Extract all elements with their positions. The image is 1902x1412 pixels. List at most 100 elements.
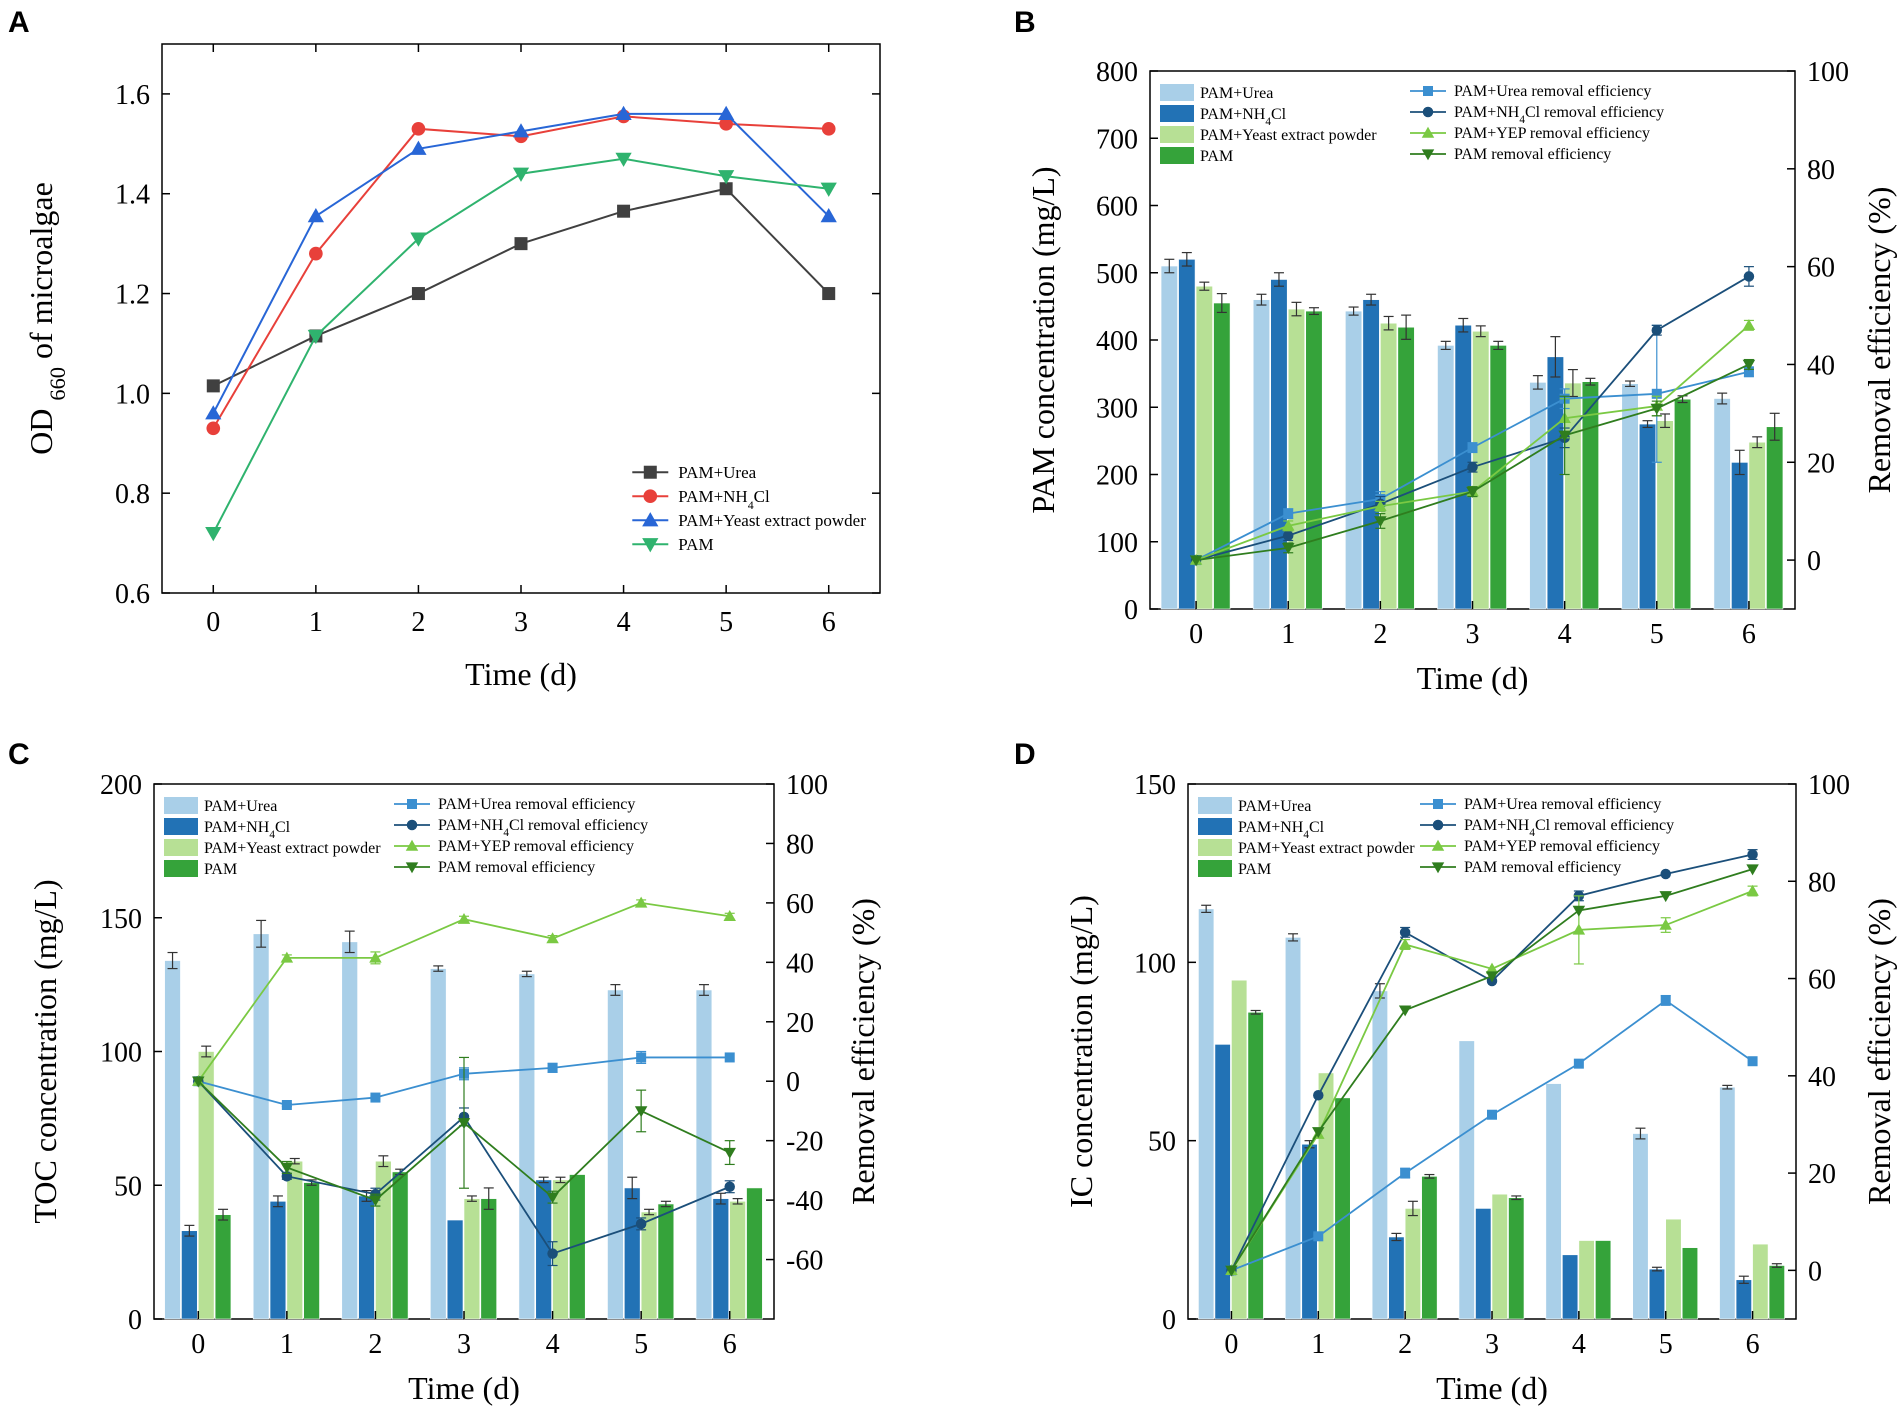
legend-label-part: Cl: [1271, 106, 1287, 123]
legend-label: PAM+Yeast extract powder: [678, 511, 866, 530]
data-point-pam-removal-efficiency: [634, 1106, 648, 1118]
bar-pam-urea: [607, 989, 624, 1320]
legend-label: PAM: [204, 861, 237, 878]
legend-label-part: 4: [1265, 116, 1271, 128]
legend-label-part: PAM: [204, 861, 237, 878]
data-point-pam-urea-removal-efficiency: [281, 1100, 292, 1110]
bar-pam-yeast-extract-powder: [1748, 441, 1766, 610]
legend-marker: [1431, 862, 1445, 874]
data-point-pam-nh4cl-removal-efficiency: [724, 1181, 735, 1192]
bar-pam-urea: [1345, 310, 1363, 610]
data-point-pam-yeast-extract-powder: [205, 405, 222, 420]
legend-label-part: PAM removal efficiency: [438, 859, 595, 876]
legend-marker: [1422, 106, 1434, 118]
legend-label-part: PAM+Yeast extract powder: [678, 511, 866, 530]
x-tick-label: 3: [457, 1329, 471, 1360]
bar-pam-nh4cl: [1362, 299, 1380, 610]
legend-label-part: PAM+NH: [1454, 104, 1520, 121]
y2-axis-label: Removal efficiency (%): [1861, 187, 1897, 494]
bar-pam-yeast-extract-powder: [1231, 979, 1248, 1320]
data-point-pam-removal-efficiency: [1746, 864, 1759, 876]
data-point-pam-urea-removal-efficiency: [1651, 388, 1662, 399]
y2-tick-label: 100: [1807, 57, 1849, 88]
bar-pam-nh4cl: [181, 1230, 198, 1320]
legend-marker: [643, 465, 657, 479]
legend-label-part: 4: [269, 829, 275, 841]
y-tick-label: 150: [100, 904, 142, 935]
legend-marker: [1423, 86, 1433, 96]
legend-label-part: PAM+NH: [678, 487, 747, 506]
legend-label: PAM+Yeast extract powder: [1238, 840, 1415, 857]
bar-pam-yeast-extract-powder: [729, 1201, 746, 1320]
x-tick-label: 5: [634, 1329, 648, 1360]
data-point-pam-urea: [206, 379, 220, 393]
series-pam-nh4cl: [206, 109, 836, 436]
legend-label-part: PAM+NH: [438, 817, 504, 834]
bar-series-pam-nh4cl: [181, 1176, 730, 1320]
bar-pam: [214, 1214, 232, 1320]
bar-series-pam-nh4cl: [1214, 1044, 1752, 1320]
bar-pam-yeast-extract-powder: [1404, 1208, 1421, 1320]
y-tick-label: 600: [1096, 192, 1138, 223]
panel-letter: B: [1014, 6, 1036, 39]
data-point-pam-urea-removal-efficiency: [1660, 995, 1671, 1006]
x-tick-label: 6: [1746, 1329, 1760, 1360]
legend-label-part: PAM+NH: [1464, 817, 1530, 834]
bar-pam-urea: [1371, 990, 1388, 1320]
legend-label-part: Cl: [275, 819, 291, 836]
data-point-pam-yep-removal-efficiency: [457, 912, 471, 924]
legend-label-part: PAM+Yeast extract powder: [1200, 127, 1377, 144]
bar-pam-nh4cl: [1735, 1279, 1752, 1320]
legend-label-part: 4: [1519, 114, 1525, 126]
legend-label-part: PAM+Urea removal efficiency: [1454, 83, 1651, 100]
panel-a: A 0.6 0.8 1.0 1.2 1.4 1.6 0 1 2 3 4 5 6 Time (d) OD 660…: [8, 6, 881, 692]
panel-d: D 0 50 100 150 0 20 40 60 80 100 0 1 2 3 4 5 6 Time (d) IC …: [1014, 738, 1897, 1406]
legend-label-part: PAM+NH: [204, 819, 270, 836]
legend-swatch: [1198, 818, 1232, 835]
bar-pam-nh4cl: [1214, 1044, 1231, 1320]
data-point-pam-urea-removal-efficiency: [1283, 508, 1294, 519]
bar-pam-nh4cl: [269, 1201, 287, 1320]
legend-marker: [406, 819, 418, 831]
x-tick-label: 5: [1659, 1329, 1673, 1360]
x-tick-label: 4: [546, 1329, 560, 1360]
y-axis-label-part: 660: [45, 367, 70, 401]
bar-pam-urea: [1284, 937, 1302, 1320]
legend-label-part: 4: [1303, 829, 1309, 841]
bar-pam: [1595, 1240, 1612, 1320]
data-point-pam-urea-removal-efficiency: [724, 1052, 735, 1063]
legend-label-part: PAM+Urea removal efficiency: [1464, 796, 1661, 813]
bar-pam-urea: [1719, 1086, 1736, 1320]
bar-pam-urea: [1458, 1040, 1475, 1320]
bar-pam: [1489, 345, 1507, 610]
legend-label-part: Cl removal efficiency: [509, 817, 648, 834]
legend-marker: [642, 512, 659, 527]
x-tick-label: 6: [723, 1329, 737, 1360]
x-tick-label: 6: [1742, 619, 1756, 650]
y2-tick-label: 0: [786, 1067, 800, 1098]
data-point-pam-nh4cl-removal-efficiency: [1399, 927, 1411, 938]
y2-tick-label: 100: [786, 770, 828, 801]
y-axis-label: PAM concentration (mg/L): [1025, 166, 1061, 513]
legend-swatch: [1198, 839, 1232, 856]
data-point-pam-yeast-extract-powder: [615, 105, 632, 120]
x-tick-label: 2: [1398, 1329, 1412, 1360]
data-point-pam-yeast-extract-powder: [718, 105, 735, 120]
y-axis-label: TOC concentration (mg/L): [27, 879, 63, 1223]
legend-label: PAM removal efficiency: [438, 859, 595, 876]
bar-pam-nh4cl: [358, 1195, 375, 1320]
legend-label: PAM removal efficiency: [1454, 146, 1611, 163]
data-point-pam-removal-efficiency: [1281, 543, 1295, 555]
bar-pam-urea: [695, 989, 713, 1320]
bar-pam: [391, 1171, 409, 1320]
bar-pam: [1334, 1097, 1351, 1320]
x-tick-label: 0: [1189, 619, 1203, 650]
legend-swatch: [1160, 126, 1194, 143]
bar-pam: [569, 1174, 586, 1320]
legend-label-part: PAM+Urea: [1200, 85, 1273, 102]
bar-pam-nh4cl: [1475, 1208, 1492, 1320]
y2-tick-label: 40: [1808, 1062, 1836, 1093]
legend-label: PAM+NH4Cl removal efficiency: [438, 817, 648, 839]
data-point-pam-removal-efficiency: [1466, 486, 1479, 498]
